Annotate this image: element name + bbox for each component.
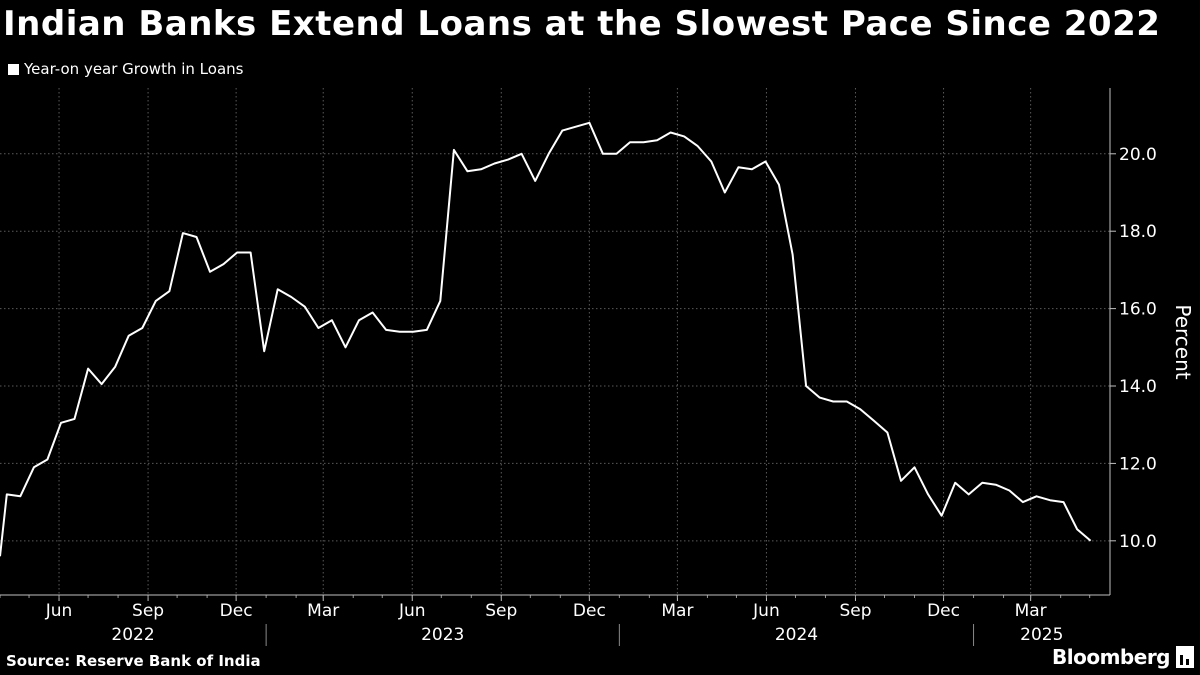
legend-swatch bbox=[8, 63, 19, 75]
x-year-label: 2022 bbox=[111, 625, 154, 645]
brand-name: Bloomberg bbox=[1052, 645, 1170, 669]
x-tick-label: Dec bbox=[573, 601, 606, 621]
x-tick-label: Sep bbox=[839, 601, 871, 621]
y-tick-label: 12.0 bbox=[1119, 454, 1157, 474]
x-tick-label: Mar bbox=[661, 601, 693, 621]
source-note: Source: Reserve Bank of India bbox=[6, 652, 261, 670]
x-tick-label: Sep bbox=[132, 601, 164, 621]
y-tick-label: 10.0 bbox=[1119, 532, 1157, 552]
x-tick-label: Mar bbox=[1015, 601, 1047, 621]
bar-chart-icon bbox=[1176, 646, 1194, 668]
x-tick-label: Mar bbox=[307, 601, 339, 621]
y-tick-label: 14.0 bbox=[1119, 377, 1157, 397]
series-line bbox=[0, 121, 1092, 557]
x-tick-label: Jun bbox=[752, 601, 780, 621]
x-tick-label: Jun bbox=[398, 601, 426, 621]
x-tick-label: Sep bbox=[485, 601, 517, 621]
legend-label: Year-on year Growth in Loans bbox=[24, 60, 244, 78]
y-tick-label: 20.0 bbox=[1119, 145, 1157, 165]
x-tick-label: Dec bbox=[220, 601, 253, 621]
x-year-label: 2023 bbox=[421, 625, 464, 645]
brand-logo: Bloomberg bbox=[1052, 645, 1194, 669]
y-tick-label: 16.0 bbox=[1119, 300, 1157, 320]
legend: Year-on year Growth in Loans bbox=[8, 60, 243, 78]
chart-title: Indian Banks Extend Loans at the Slowest… bbox=[3, 4, 1161, 44]
y-axis-label: Percent bbox=[1171, 304, 1195, 379]
x-tick-label: Dec bbox=[927, 601, 960, 621]
x-year-label: 2024 bbox=[775, 625, 818, 645]
x-year-label: 2025 bbox=[1020, 625, 1063, 645]
x-tick-label: Jun bbox=[45, 601, 73, 621]
y-tick-label: 18.0 bbox=[1119, 222, 1157, 242]
